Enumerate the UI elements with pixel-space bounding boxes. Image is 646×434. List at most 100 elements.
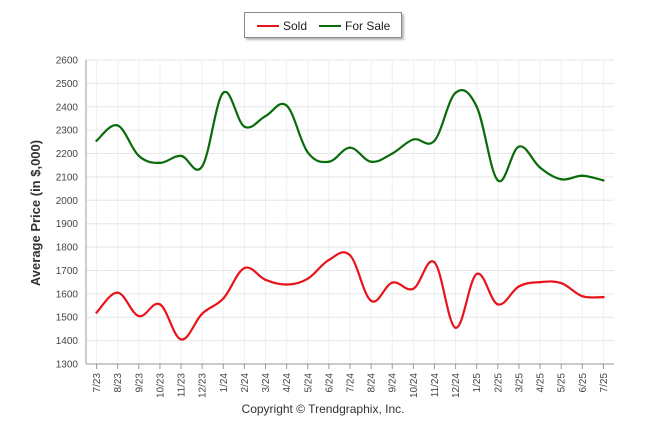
for-sale-point — [179, 154, 183, 158]
x-tick-label: 10/24 — [409, 373, 420, 398]
y-tick-label: 1400 — [56, 336, 79, 347]
sold-point — [538, 280, 542, 284]
y-tick-label: 2300 — [56, 126, 79, 137]
sold-point — [158, 303, 162, 306]
sold-point — [517, 285, 521, 288]
y-tick-label: 2200 — [56, 149, 79, 160]
for-sale-point — [454, 91, 457, 94]
sold-point — [264, 278, 267, 282]
for-sale-point — [158, 161, 162, 165]
sold-point — [243, 266, 246, 270]
for-sale-point — [264, 114, 267, 118]
legend: Sold For Sale — [244, 12, 402, 38]
y-tick-label: 1300 — [56, 360, 79, 371]
x-tick-label: 1/24 — [219, 373, 230, 393]
sold-point — [222, 297, 225, 300]
copyright-text: Copyright © Trendgraphix, Inc. — [241, 402, 405, 416]
x-tick-label: 4/24 — [282, 373, 293, 393]
y-axis-label: Average Price (in $,000) — [28, 140, 43, 286]
sold-point — [560, 281, 563, 285]
for-sale-point — [560, 178, 563, 181]
for-sale-point — [369, 160, 373, 163]
sold-point — [433, 261, 436, 264]
x-tick-label: 4/25 — [536, 373, 547, 393]
for-sale-point — [391, 152, 394, 155]
sold-point — [95, 311, 98, 314]
x-tick-label: 10/23 — [155, 373, 166, 398]
x-tick-label: 8/23 — [113, 373, 124, 393]
for-sale-point — [538, 166, 542, 169]
for-sale-point — [496, 179, 500, 182]
y-tick-label: 1500 — [56, 313, 79, 324]
x-tick-label: 3/24 — [261, 373, 272, 393]
x-tick-label: 8/24 — [367, 373, 378, 393]
sold-point — [179, 338, 183, 341]
sold-point — [412, 287, 415, 290]
for-sale-point — [285, 104, 288, 107]
x-tick-label: 3/25 — [514, 373, 525, 393]
for-sale-point — [222, 91, 225, 94]
y-tick-label: 1800 — [56, 243, 79, 254]
for-sale-point — [517, 145, 521, 148]
y-tick-label: 2500 — [56, 79, 79, 90]
sold-legend-label: Sold — [283, 19, 308, 33]
for-sale-point — [200, 165, 204, 168]
y-tick-label: 2600 — [56, 56, 79, 67]
y-tick-label: 1600 — [56, 289, 79, 300]
grid — [86, 59, 614, 365]
sold-point — [285, 283, 288, 286]
sold-point — [137, 314, 140, 318]
x-tick-label: 6/25 — [578, 373, 589, 393]
x-tick-label: 1/25 — [472, 373, 483, 393]
x-tick-label: 7/25 — [599, 373, 610, 393]
sold-point — [602, 295, 605, 299]
sold-point — [348, 254, 352, 257]
for-sale-point — [348, 146, 352, 149]
sold-point — [581, 294, 584, 298]
sold-point — [391, 281, 394, 284]
for-sale-point — [243, 125, 246, 128]
x-tick-label: 6/24 — [324, 373, 335, 393]
for-sale-point — [412, 138, 415, 141]
sold-legend-swatch — [257, 25, 279, 27]
x-tick-label: 12/23 — [198, 373, 209, 398]
for-sale-point — [306, 151, 309, 154]
x-tick-label: 2/25 — [493, 373, 504, 393]
y-tick-label: 2000 — [56, 196, 79, 207]
forsale-legend-swatch — [319, 25, 341, 27]
x-tick-label: 12/24 — [451, 373, 462, 398]
y-tick-label: 2400 — [56, 102, 79, 113]
x-tick-label: 9/24 — [388, 373, 399, 393]
y-tick-label: 1900 — [56, 219, 79, 230]
x-tick-label: 7/23 — [92, 373, 103, 393]
series — [95, 89, 605, 341]
x-tick-label: 5/25 — [557, 373, 568, 393]
for-sale-point — [475, 105, 478, 108]
sold-point — [306, 277, 309, 280]
sold-point — [454, 326, 457, 329]
y-tick-label: 2100 — [56, 172, 79, 183]
sold-point — [496, 303, 500, 306]
for-sale-point — [116, 124, 119, 127]
x-tick-label: 7/24 — [346, 373, 357, 393]
x-tick-label: 11/23 — [177, 373, 188, 398]
sold-point — [369, 299, 373, 303]
for-sale-point — [433, 139, 436, 142]
sold-point — [200, 312, 204, 315]
for-sale-point — [95, 139, 98, 142]
sold-point — [116, 291, 119, 294]
for-sale-point — [581, 174, 584, 177]
forsale-legend-label: For Sale — [345, 19, 391, 33]
sold-point — [327, 258, 331, 262]
for-sale-point — [327, 160, 331, 163]
x-tick-label: 11/24 — [430, 373, 441, 398]
for-sale-point — [602, 179, 605, 182]
for-sale-point — [137, 154, 140, 158]
x-tick-label: 5/24 — [303, 373, 314, 393]
axes: 1300 1400 1500 1600 1700 1800 1900 2000 2100 2200… — [56, 56, 614, 398]
y-tick-label: 1700 — [56, 266, 79, 277]
x-tick-label: 2/24 — [240, 373, 251, 393]
x-tick-label: 9/23 — [134, 373, 145, 393]
sold-point — [475, 272, 478, 276]
